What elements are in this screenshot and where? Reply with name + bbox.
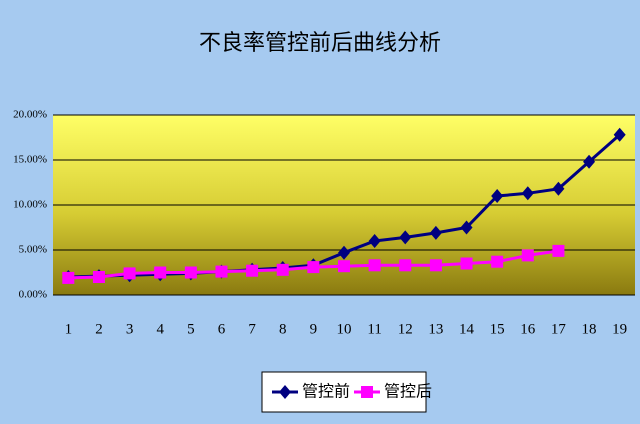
marker (429, 259, 442, 272)
x-tick-label: 3 (126, 321, 134, 337)
marker (279, 385, 291, 399)
x-tick-label: 4 (156, 321, 164, 337)
x-tick-label: 14 (459, 321, 475, 337)
marker (62, 271, 75, 284)
x-tick-label: 1 (65, 321, 73, 337)
marker (154, 266, 167, 279)
x-tick-label: 11 (367, 321, 381, 337)
marker (460, 220, 473, 235)
x-tick-label: 10 (337, 321, 352, 337)
y-tick-label: 0.00% (19, 289, 47, 301)
x-tick-label: 16 (520, 321, 536, 337)
marker (583, 154, 596, 169)
x-tick-label: 6 (218, 321, 226, 337)
marker (368, 234, 381, 248)
x-tick-label: 13 (428, 321, 443, 337)
x-tick-label: 19 (612, 321, 627, 337)
x-tick-label: 2 (95, 321, 103, 337)
legend-label: 管控前 (302, 383, 350, 401)
marker (613, 127, 626, 142)
marker (338, 245, 350, 260)
marker (361, 386, 373, 398)
legend-label: 管控后 (384, 383, 432, 401)
marker (92, 271, 105, 283)
marker (521, 249, 534, 262)
marker (399, 259, 412, 272)
marker (460, 257, 473, 270)
x-tick-label: 15 (490, 321, 505, 337)
chart-title: 不良率管控前后曲线分析 (199, 30, 441, 55)
marker (552, 181, 565, 196)
y-tick-label: 15.00% (13, 154, 47, 166)
marker (429, 225, 442, 240)
x-tick-label: 8 (279, 321, 287, 337)
marker (307, 261, 320, 274)
marker (246, 264, 259, 277)
y-tick-label: 20.00% (13, 109, 47, 121)
x-tick-label: 12 (398, 321, 413, 337)
marker (123, 267, 136, 280)
y-tick-label: 5.00% (19, 244, 47, 256)
x-tick-label: 5 (187, 321, 195, 337)
x-tick-label: 17 (551, 321, 567, 337)
marker (215, 265, 228, 278)
marker (491, 255, 504, 268)
x-tick-label: 7 (248, 321, 256, 337)
marker (184, 266, 197, 279)
y-tick-label: 10.00% (13, 199, 47, 211)
marker (276, 263, 289, 276)
x-tick-label: 18 (582, 321, 597, 337)
marker (521, 186, 534, 201)
marker (491, 189, 504, 203)
marker (338, 260, 350, 273)
x-tick-label: 9 (310, 321, 318, 337)
marker (368, 259, 381, 272)
marker (552, 244, 565, 257)
marker (399, 230, 412, 245)
